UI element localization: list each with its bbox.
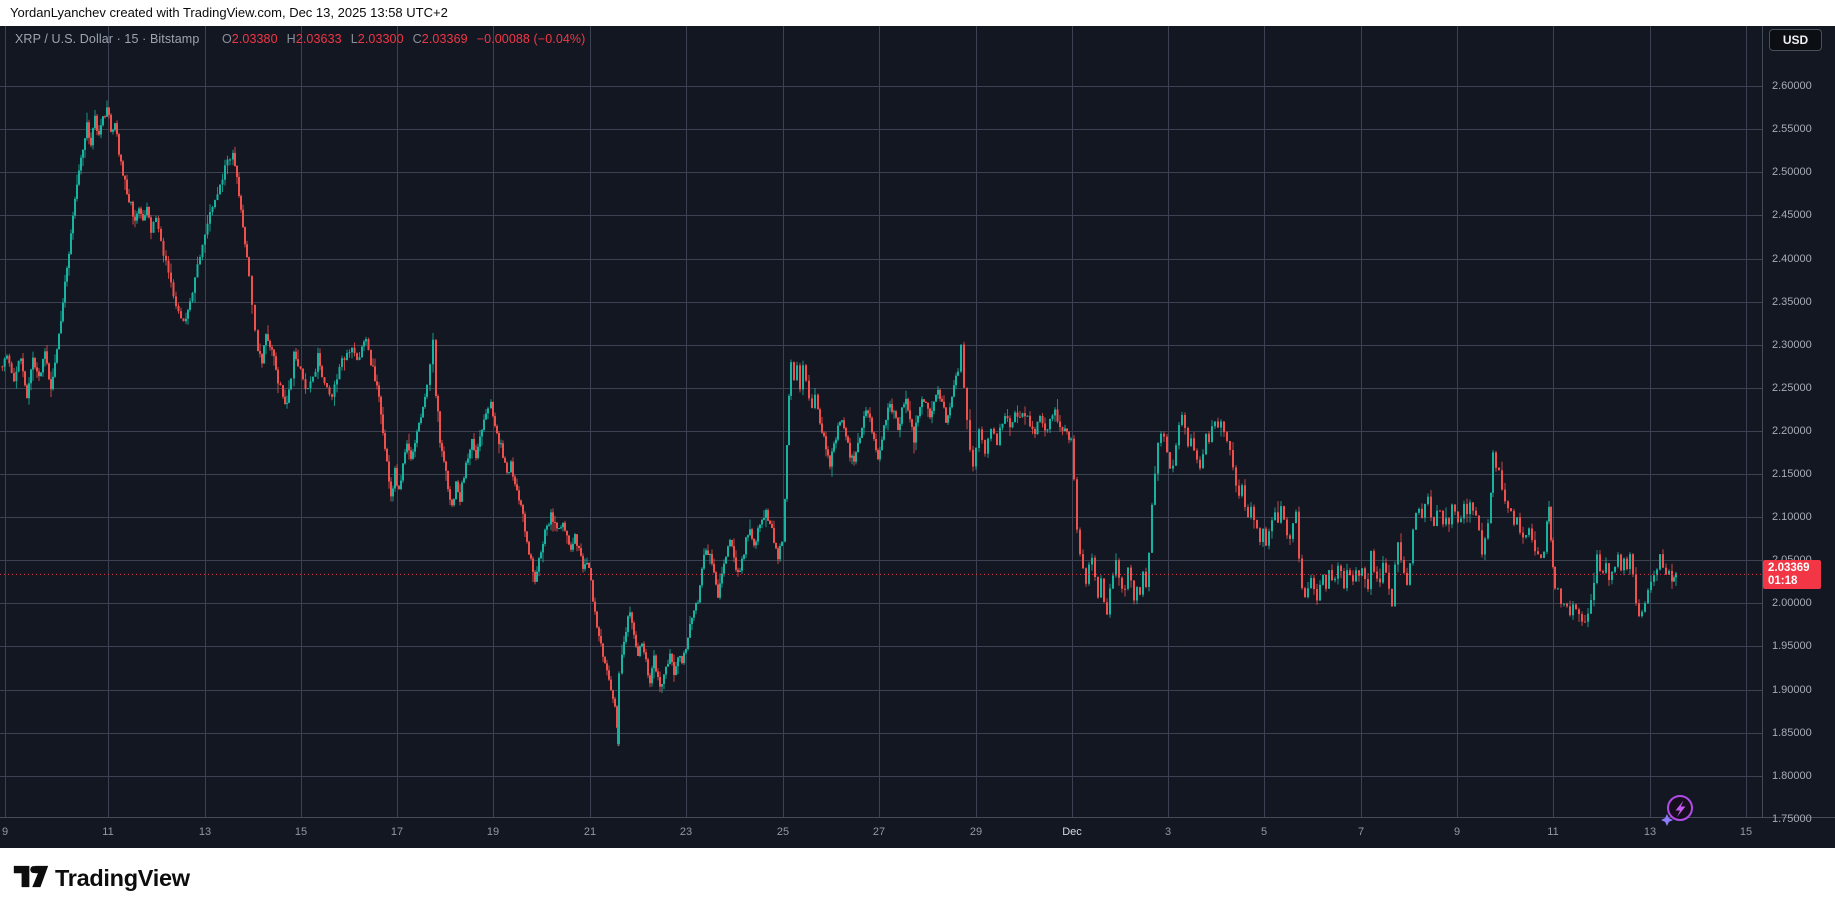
boost-lightning-icon[interactable] (1659, 793, 1695, 834)
time-tick: 11 (1547, 826, 1559, 838)
time-tick: 3 (1164, 826, 1172, 838)
footer-bar: TradingView (0, 848, 1835, 909)
price-tick: 1.80000 (1772, 769, 1812, 782)
price-tick: 2.35000 (1772, 295, 1812, 308)
current-price-value: 2.03369 (1768, 562, 1810, 575)
price-tick: 2.15000 (1772, 468, 1812, 481)
price-tick: 2.20000 (1772, 424, 1812, 437)
price-tick: 2.25000 (1772, 381, 1812, 394)
close-label: C (412, 32, 422, 46)
time-tick: 13 (198, 826, 212, 838)
close-value: 2.03369 (421, 32, 468, 46)
price-tick: 1.75000 (1772, 812, 1812, 825)
currency-toggle-button[interactable]: USD (1769, 29, 1822, 51)
attribution-text: YordanLyanchev created with TradingView.… (10, 5, 448, 20)
price-tick: 2.45000 (1772, 209, 1812, 222)
open-value: 2.03380 (231, 32, 278, 46)
time-tick: 15 (1739, 826, 1753, 838)
price-tick: 1.90000 (1772, 683, 1812, 696)
current-price-label: 2.03369 01:18 (1763, 560, 1821, 590)
time-axis[interactable]: 9 11 13 15 17 19 21 23 25 27 29 Dec 3 5 7 9 11 13 15 (0, 817, 1835, 848)
time-tick: 19 (486, 826, 500, 838)
price-tick: 2.00000 (1772, 597, 1812, 610)
time-tick: 13 (1643, 826, 1657, 838)
time-tick: 21 (583, 826, 597, 838)
price-tick: 2.55000 (1772, 123, 1812, 136)
time-tick: 7 (1357, 826, 1365, 838)
price-tick: 1.85000 (1772, 726, 1812, 739)
time-tick: 29 (969, 826, 983, 838)
time-tick: Dec (1062, 826, 1082, 838)
price-tick: 2.60000 (1772, 80, 1812, 93)
time-tick: 17 (390, 826, 404, 838)
price-tick: 2.10000 (1772, 511, 1812, 524)
time-tick: 9 (1453, 826, 1461, 838)
time-tick: 15 (294, 826, 308, 838)
time-tick: 5 (1260, 826, 1268, 838)
symbol-header: XRP / U.S. Dollar · 15 · Bitstamp O2.033… (15, 32, 585, 46)
tradingview-logo-icon[interactable] (13, 863, 49, 895)
low-value: 2.03300 (357, 32, 404, 46)
price-tick: 2.50000 (1772, 166, 1812, 179)
price-tick: 2.30000 (1772, 338, 1812, 351)
time-tick: 11 (102, 826, 114, 838)
candlestick-chart[interactable] (0, 26, 1762, 817)
time-tick: 23 (679, 826, 693, 838)
symbol-title: XRP / U.S. Dollar · 15 · Bitstamp (15, 32, 200, 46)
low-label: L (350, 32, 358, 46)
bar-countdown: 01:18 (1768, 574, 1798, 587)
ohlc-values: O2.03380 H2.03633 L2.03300 C2.03369 −0.00088… (213, 32, 585, 46)
change-value: −0.00088 (−0.04%) (476, 32, 586, 46)
chart-region: XRP / U.S. Dollar · 15 · Bitstamp O2.033… (0, 26, 1835, 848)
high-label: H (286, 32, 296, 46)
attribution-bar: YordanLyanchev created with TradingView.… (0, 0, 1835, 26)
time-tick: 25 (776, 826, 790, 838)
brand-name[interactable]: TradingView (55, 865, 190, 891)
price-axis[interactable]: 2.60000 2.55000 2.50000 2.45000 2.40000 2.350… (1762, 26, 1835, 825)
time-tick: 9 (1, 826, 9, 838)
high-value: 2.03633 (295, 32, 342, 46)
time-tick: 27 (872, 826, 886, 838)
open-label: O (221, 32, 232, 46)
price-tick: 1.95000 (1772, 640, 1812, 653)
price-tick: 2.40000 (1772, 252, 1812, 265)
